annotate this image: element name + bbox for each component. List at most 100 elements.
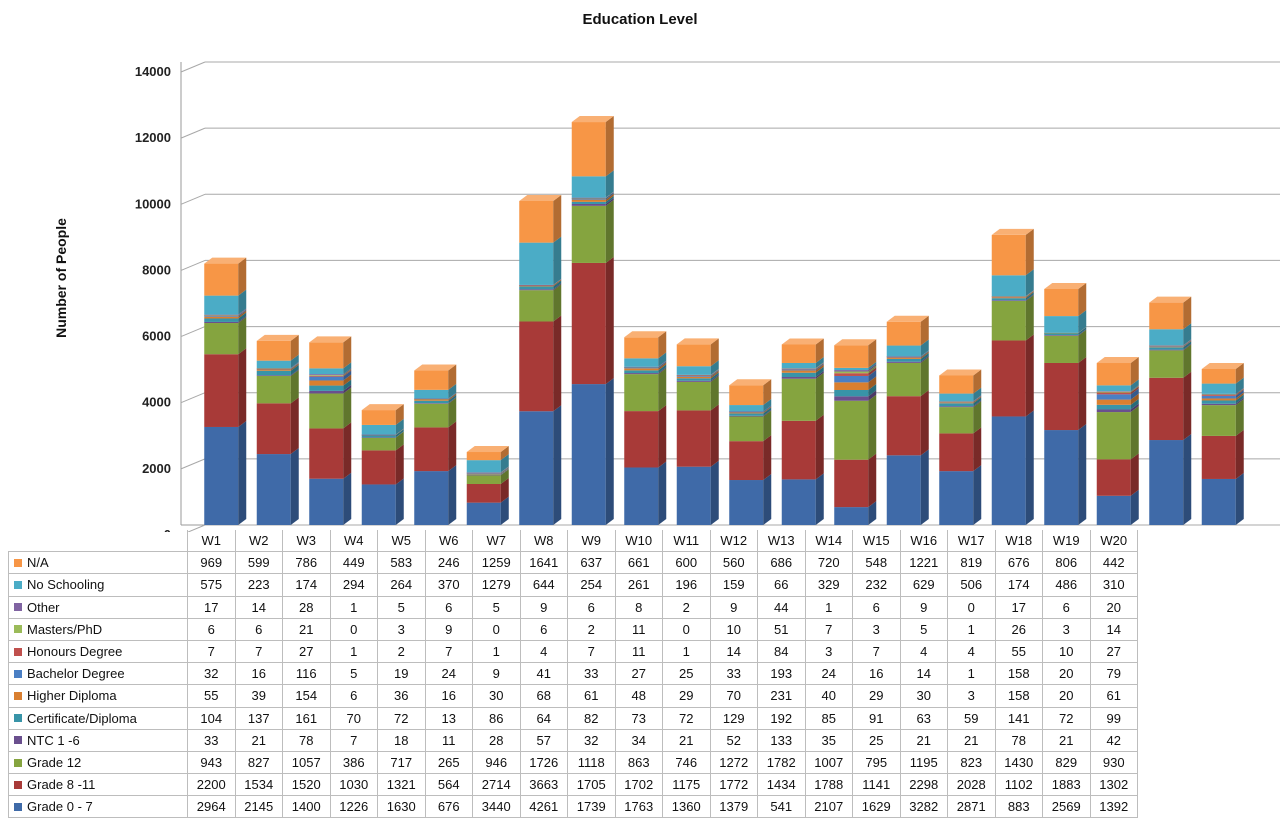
bar-stack-W14	[886, 315, 929, 525]
bar-segment-side	[343, 362, 352, 375]
bar-segment-side	[1183, 341, 1192, 350]
bar-segment	[834, 507, 869, 525]
series-name: Masters/PhD	[27, 621, 103, 637]
bar-segment	[256, 370, 291, 376]
bar-segment-side	[1078, 326, 1087, 333]
data-label: 20	[1042, 662, 1091, 686]
bar-stack-W2	[256, 334, 299, 525]
bar-segment	[1096, 459, 1131, 496]
series-name: Bachelor Degree	[27, 666, 125, 682]
bar-segment-side	[710, 375, 719, 411]
legend-swatch	[14, 647, 22, 656]
bar-top	[939, 369, 982, 376]
data-label: 1	[472, 639, 521, 664]
y-tick-label: 12000	[135, 130, 171, 145]
data-label: 930	[1089, 750, 1138, 775]
bar-segment-side	[1183, 339, 1192, 346]
bar-segment-side	[238, 317, 247, 355]
x-tick-label: W17	[947, 530, 996, 553]
data-label: 661	[614, 551, 663, 575]
bar-segment	[729, 441, 764, 481]
bar-segment	[466, 460, 501, 473]
data-label: 11	[424, 728, 473, 752]
bar-stack-W19	[1149, 296, 1192, 525]
bar-segment	[676, 381, 711, 411]
bar-segment-side	[973, 395, 982, 403]
bar-segment-side	[395, 478, 404, 525]
data-label: 676	[994, 551, 1043, 575]
data-label: 51	[757, 617, 806, 641]
data-label: 33	[709, 662, 758, 686]
bar-segment	[519, 411, 554, 525]
data-label: 55	[994, 639, 1043, 664]
bar-segment-side	[763, 409, 772, 417]
data-label: 16	[234, 662, 283, 686]
data-label: 786	[282, 551, 331, 575]
bar-segment	[939, 407, 974, 434]
data-label: 883	[994, 795, 1043, 819]
bar-stack-W11	[729, 379, 772, 525]
bar-segment	[1201, 368, 1236, 384]
bar-segment	[204, 315, 239, 317]
bar-segment-side	[238, 309, 247, 316]
bar-segment	[729, 415, 764, 417]
bar-segment-side	[553, 278, 562, 286]
data-label: 2028	[947, 773, 996, 797]
data-label: 154	[282, 684, 331, 708]
gridline-diagonal	[180, 127, 206, 139]
gridline-diagonal	[180, 259, 206, 271]
bar-segment	[781, 362, 816, 369]
bar-segment	[886, 321, 921, 346]
bar-segment-side	[1235, 377, 1244, 394]
data-label: 174	[282, 573, 331, 597]
bar-segment	[729, 411, 764, 413]
bar-segment-side	[500, 466, 509, 473]
bar-segment-side	[500, 477, 509, 503]
bar-segment	[414, 403, 449, 404]
data-label: 2	[567, 617, 616, 641]
bar-segment-side	[815, 366, 824, 378]
bar-segment	[624, 373, 659, 375]
data-label: 637	[567, 551, 616, 575]
bar-segment	[1149, 440, 1184, 525]
data-label: 2	[377, 639, 426, 664]
data-label: 2	[662, 595, 711, 619]
bar-segment-side	[920, 351, 929, 359]
bar-segment	[886, 358, 921, 362]
bar-segment	[519, 321, 554, 412]
bar-segment-side	[868, 384, 877, 397]
bar-segment-side	[868, 501, 877, 525]
data-label: 79	[1089, 662, 1138, 686]
bar-segment-side	[710, 368, 719, 376]
data-label: 73	[614, 706, 663, 730]
bar-segment-side	[658, 360, 667, 368]
bar-segment-side	[1235, 392, 1244, 401]
bar-segment-side	[395, 404, 404, 425]
data-label: 70	[709, 684, 758, 708]
bar-segment-side	[1130, 386, 1139, 395]
data-label: 1883	[1042, 773, 1091, 797]
bar-segment-side	[1235, 362, 1244, 384]
data-label: 21	[282, 617, 331, 641]
bar-segment-side	[658, 331, 667, 359]
bar-segment	[624, 366, 659, 368]
data-label: 0	[472, 617, 521, 641]
bar-segment	[309, 375, 344, 377]
bar-segment-side	[1078, 327, 1087, 334]
data-label: 946	[472, 750, 521, 775]
bar-segment	[1096, 399, 1131, 405]
bar-segment-side	[238, 308, 247, 316]
bar-segment	[886, 345, 921, 357]
data-label: 1141	[852, 773, 901, 797]
bar-segment-side	[973, 369, 982, 394]
data-label: 0	[662, 617, 711, 641]
bar-segment-side	[605, 116, 614, 177]
legend-swatch	[14, 691, 22, 700]
bar-segment-side	[710, 338, 719, 367]
table-row: Honours Degree 7 7 27 1 2 7 1 4 7 11 1 14 84 3 7 4 4 55 10 2…	[8, 639, 1138, 664]
bar-segment-side	[553, 236, 562, 285]
data-label: 686	[757, 551, 806, 575]
bar-stack-W18	[1096, 357, 1139, 525]
bar-segment	[676, 378, 711, 381]
data-label: 158	[994, 662, 1043, 686]
